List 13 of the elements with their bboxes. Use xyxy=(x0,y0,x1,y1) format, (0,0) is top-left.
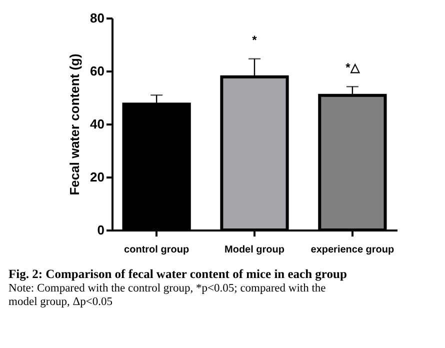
y-tick-label: 0 xyxy=(97,222,104,238)
x-tick-label: Model group xyxy=(224,244,284,256)
y-tick-label: 80 xyxy=(90,10,104,26)
x-tick-label: control group xyxy=(124,244,190,256)
y-tick-label: 20 xyxy=(90,170,104,184)
y-axis-title: Fecal water content (g) xyxy=(67,54,82,196)
text: Note: Compared with the control group, *p<0.05; compared with the model group, Δp<0.05 xyxy=(8,282,326,308)
x-tick-label: experience group xyxy=(310,244,394,256)
text: Fig. 2: Comparison of fecal water content of mice in each group xyxy=(8,267,347,281)
annotation: * xyxy=(252,32,258,47)
y-tick-label: 40 xyxy=(90,116,104,132)
y-tick-label: 60 xyxy=(90,64,104,78)
annotation: *△ xyxy=(346,60,360,75)
